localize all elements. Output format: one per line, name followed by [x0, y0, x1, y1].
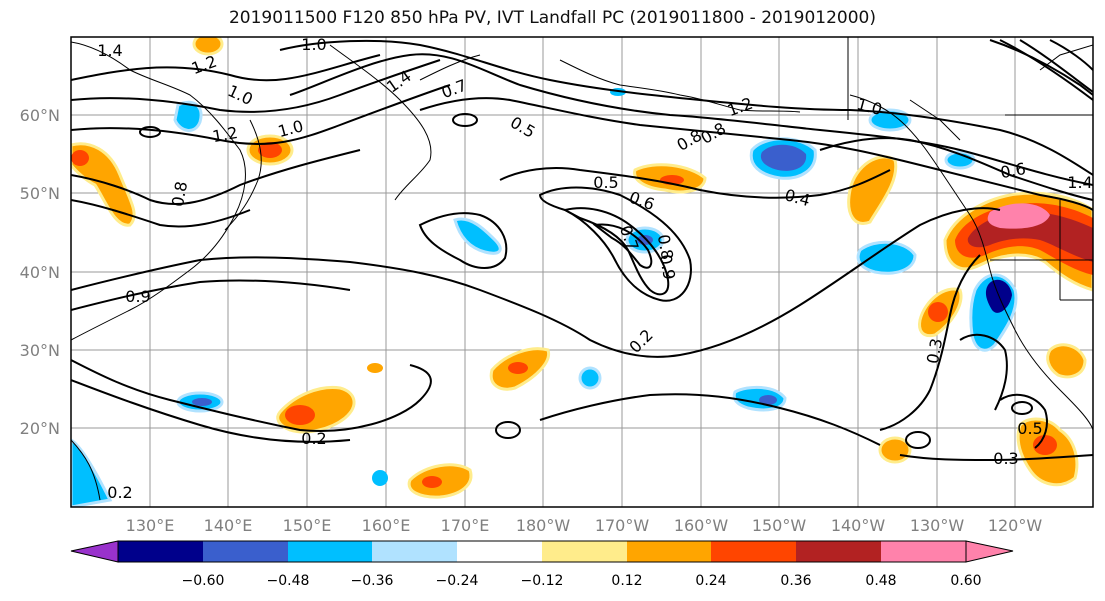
lon-label: 160°W [674, 516, 729, 535]
lat-label-20n: 20°N [20, 419, 60, 438]
colorbar-swatch [627, 541, 711, 562]
colorbar-tick-label: −0.60 [182, 573, 225, 589]
lon-label: 130°W [910, 516, 965, 535]
colorbar-swatch [288, 541, 372, 562]
colorbar-swatch [457, 541, 542, 562]
lat-label-60n: 60°N [20, 106, 60, 125]
contour-label: 0.3 [923, 337, 946, 365]
colorbar-swatch [711, 541, 796, 562]
contour-label: 0.2 [301, 429, 326, 448]
contour-label: 0.9 [125, 287, 150, 306]
map-title: 2019011500 F120 850 hPa PV, IVT Landfall… [228, 8, 876, 28]
lon-labels: 130°E 140°E 150°E 160°E 170°E 180°W 170°… [126, 516, 1043, 535]
lat-label-40n: 40°N [20, 263, 60, 282]
lon-label: 140°W [831, 516, 886, 535]
colorbar-swatch [542, 541, 627, 562]
colorbar-tick-label: 0.60 [950, 573, 981, 589]
lat-label-50n: 50°N [20, 184, 60, 203]
colorbar-swatch [372, 541, 457, 562]
colorbar-swatch [881, 541, 966, 562]
colorbar-tick-label: −0.36 [351, 573, 394, 589]
contour-label: 0.8 [168, 180, 191, 208]
lon-label: 180°W [516, 516, 571, 535]
contour-label: 1.0 [301, 35, 326, 54]
contour-label: 1.4 [97, 41, 122, 60]
colorbar: −0.60 −0.48 −0.36 −0.24 −0.12 0.12 0.24 … [70, 540, 1014, 589]
contour-label: 0.3 [993, 449, 1018, 468]
colorbar-tick-label: 0.24 [695, 573, 726, 589]
colorbar-tick-label: 0.48 [865, 573, 896, 589]
contour-label: 1.4 [1067, 173, 1092, 192]
lon-label: 170°W [595, 516, 650, 535]
colorbar-swatch [796, 541, 881, 562]
map-frame [70, 36, 1094, 508]
lon-label: 120°W [988, 516, 1043, 535]
lon-label: 150°W [752, 516, 807, 535]
contour-label: 0.8 [654, 233, 677, 261]
colorbar-extend-low [70, 540, 119, 563]
colorbar-tick-label: −0.12 [521, 573, 564, 589]
contour-label: 1.2 [211, 123, 239, 146]
lon-label: 160°E [362, 516, 411, 535]
lon-label: 170°E [441, 516, 490, 535]
lon-label: 130°E [126, 516, 175, 535]
colorbar-extend-high [965, 540, 1014, 563]
colorbar-tick-label: −0.24 [436, 573, 479, 589]
contour-label: 0.2 [107, 483, 132, 502]
borders [847, 37, 1093, 301]
contour-label: 0.6 [999, 159, 1027, 182]
pv-contours [71, 39, 1093, 462]
lat-label-30n: 30°N [20, 341, 60, 360]
colorbar-tick-label: 0.12 [611, 573, 642, 589]
lon-label: 150°E [283, 516, 332, 535]
contour-labels: 1.4 1.0 1.2 1.0 1.2 1.0 1.4 0.7 0.5 0.5 … [97, 35, 1092, 502]
colorbar-tick-label: 0.36 [780, 573, 811, 589]
contour-label: 0.9 [656, 253, 679, 281]
lat-labels: 60°N 50°N 40°N 30°N 20°N [20, 106, 60, 438]
lon-label: 140°E [204, 516, 253, 535]
colorbar-swatch [118, 541, 203, 562]
colorbar-swatch [203, 541, 288, 562]
colorbar-tick-label: −0.48 [267, 573, 310, 589]
contour-label: 0.5 [1017, 419, 1042, 438]
contour-label: 0.5 [593, 173, 618, 192]
